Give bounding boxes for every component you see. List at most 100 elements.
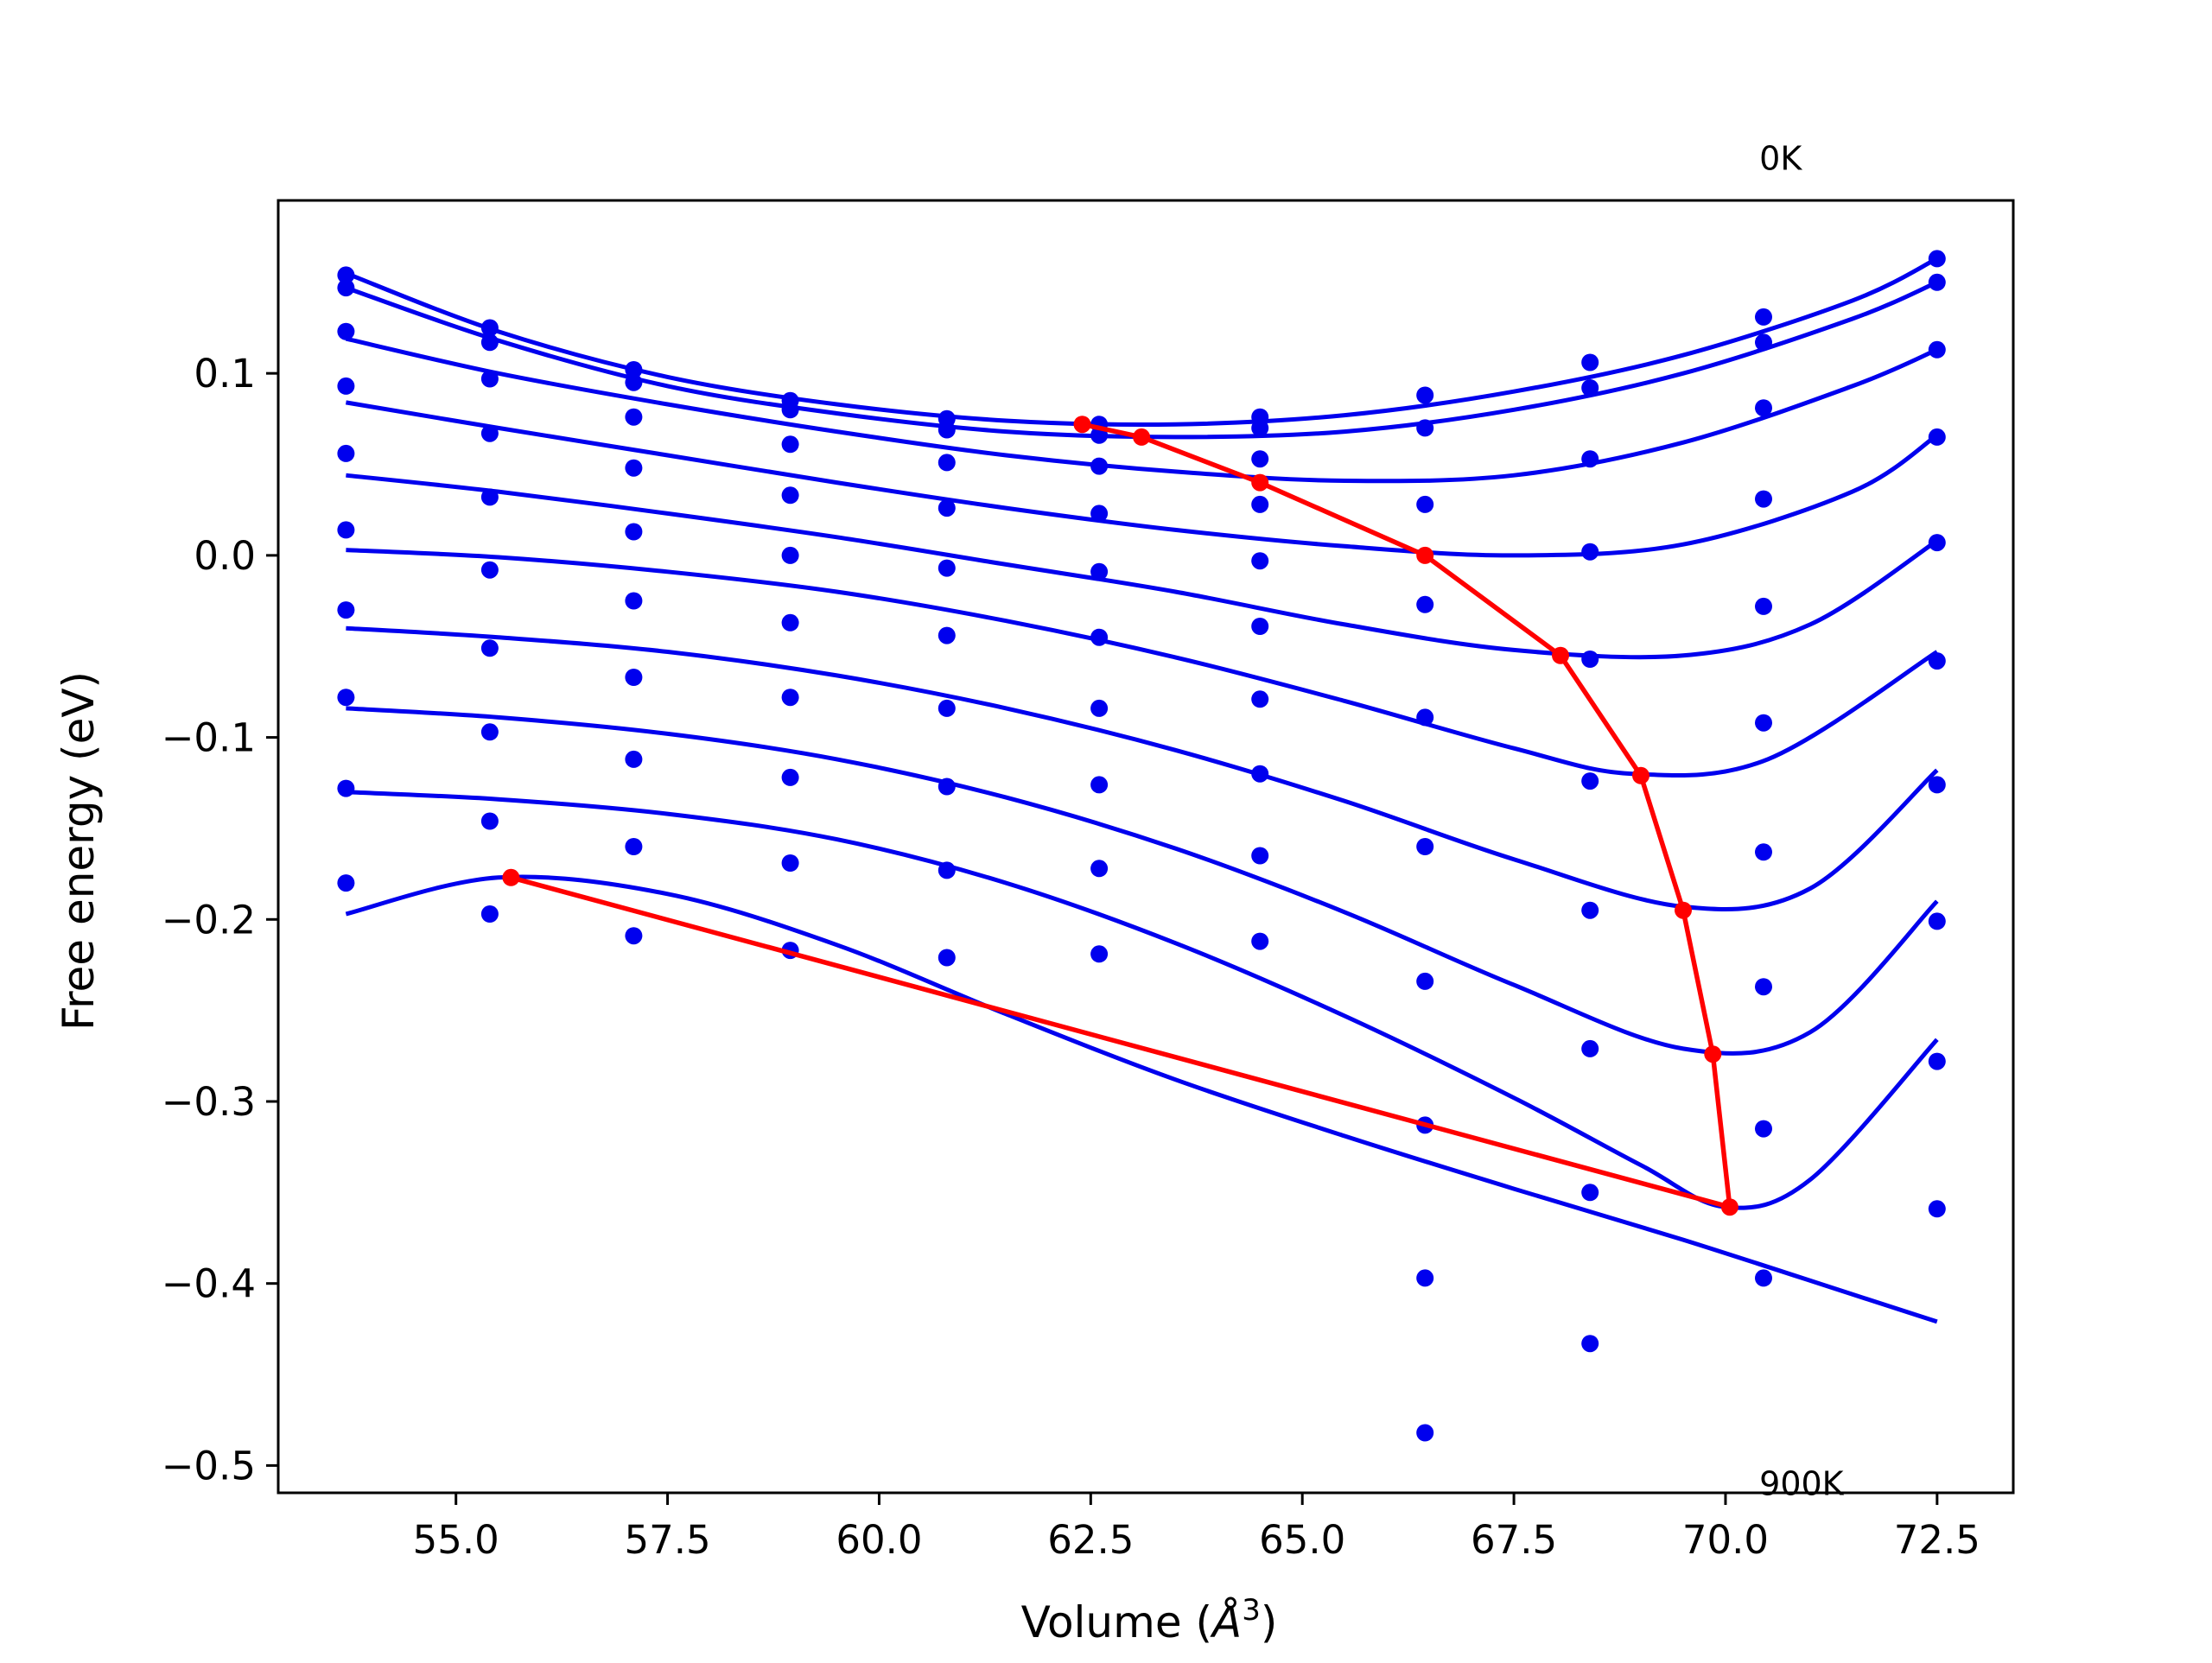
data-point xyxy=(1416,419,1434,437)
data-point xyxy=(625,408,643,426)
y-tick-label: −0.4 xyxy=(162,1261,256,1307)
fit-curve-9 xyxy=(345,874,1938,1324)
data-point xyxy=(1928,273,1946,291)
y-tick-label: −0.3 xyxy=(162,1079,256,1125)
data-point xyxy=(1755,399,1772,417)
data-point xyxy=(1755,1269,1772,1287)
data-point xyxy=(337,601,355,619)
data-point xyxy=(1581,1039,1599,1057)
annotations: 0K 900K xyxy=(1759,140,1845,1503)
data-point xyxy=(1755,714,1772,732)
data-point xyxy=(1251,847,1269,865)
data-point xyxy=(938,499,956,517)
data-point xyxy=(1755,333,1772,352)
minimum-point xyxy=(1416,546,1434,564)
y-axis-title: Free energy (eV) xyxy=(54,671,104,1031)
minimum-point xyxy=(1251,473,1269,492)
data-point xyxy=(1090,628,1109,646)
data-point xyxy=(781,435,799,454)
data-point xyxy=(625,838,643,855)
data-point xyxy=(1755,843,1772,861)
data-point xyxy=(1090,945,1109,963)
data-point xyxy=(1928,652,1946,670)
minimum-point xyxy=(1675,901,1692,919)
plot-marks xyxy=(337,250,1946,1442)
data-point xyxy=(480,424,499,442)
data-point xyxy=(480,370,499,388)
data-point xyxy=(1581,543,1599,561)
y-tick-label: −0.1 xyxy=(162,715,256,761)
x-tick-label: 57.5 xyxy=(624,1517,710,1563)
data-point xyxy=(1755,490,1772,508)
y-axis: −0.5 −0.4 −0.3 −0.2 −0.1 0.0 0.1 xyxy=(162,351,278,1488)
data-point xyxy=(1251,618,1269,635)
y-tick-label: 0.1 xyxy=(194,351,256,397)
data-point xyxy=(1928,776,1946,794)
data-point xyxy=(1416,708,1434,727)
data-point xyxy=(1090,860,1109,878)
fit-curve-0 xyxy=(345,257,1938,428)
data-point xyxy=(938,699,956,717)
data-point xyxy=(1581,353,1599,371)
x-tick-label: 60.0 xyxy=(836,1517,922,1563)
data-point xyxy=(781,401,799,419)
annotation-label: 0K xyxy=(1759,140,1802,178)
data-point xyxy=(337,689,355,707)
minimum-path-line xyxy=(510,422,1732,1209)
data-point xyxy=(1581,379,1599,397)
data-point xyxy=(938,421,956,439)
fit-curve-4 xyxy=(346,473,1939,660)
x-tick-label: 65.0 xyxy=(1259,1517,1345,1563)
data-point xyxy=(781,546,799,564)
data-point xyxy=(1416,1269,1434,1287)
x-tick-label: 72.5 xyxy=(1894,1517,1980,1563)
data-point xyxy=(1251,765,1269,783)
data-point xyxy=(1928,250,1946,268)
x-tick-label: 62.5 xyxy=(1047,1517,1134,1563)
minimum-point xyxy=(1720,1198,1738,1216)
x-tick-label: 55.0 xyxy=(413,1517,499,1563)
data-point xyxy=(337,521,355,539)
data-point xyxy=(625,750,643,768)
data-point xyxy=(337,279,355,297)
fit-curve-5 xyxy=(346,548,1939,778)
data-point xyxy=(1755,308,1772,326)
data-point xyxy=(1090,457,1109,475)
data-point xyxy=(781,613,799,632)
fit-curve-3 xyxy=(345,400,1939,558)
data-point xyxy=(1416,1424,1434,1442)
data-point xyxy=(1755,1120,1772,1138)
data-point xyxy=(337,377,355,395)
minimum-point xyxy=(1704,1045,1722,1063)
fit-curve-2 xyxy=(345,336,1938,484)
fit-curve-6 xyxy=(346,625,1939,911)
data-point xyxy=(1928,1052,1946,1070)
data-point xyxy=(1581,651,1599,668)
data-point xyxy=(337,874,355,892)
data-point xyxy=(480,333,499,352)
data-point xyxy=(1416,495,1434,513)
data-point xyxy=(938,778,956,796)
data-point xyxy=(1251,419,1269,437)
data-point xyxy=(781,689,799,707)
data-point xyxy=(938,559,956,577)
data-point xyxy=(1928,340,1946,359)
y-tick-label: −0.2 xyxy=(162,897,256,943)
data-point xyxy=(1755,597,1772,615)
data-point xyxy=(1251,450,1269,468)
data-point xyxy=(1090,699,1109,717)
data-point xyxy=(480,319,499,337)
data-point xyxy=(625,373,643,391)
data-point xyxy=(1581,772,1599,790)
x-axis-title: Volume (Å3) xyxy=(1021,1593,1278,1647)
data-point xyxy=(1581,901,1599,919)
minimum-point xyxy=(502,868,520,886)
minimum-point xyxy=(1632,766,1649,784)
x-tick-label: 67.5 xyxy=(1471,1517,1557,1563)
data-point xyxy=(1251,690,1269,708)
y-tick-label: 0.0 xyxy=(194,533,256,579)
data-point xyxy=(1090,505,1109,523)
data-point xyxy=(1416,386,1434,404)
